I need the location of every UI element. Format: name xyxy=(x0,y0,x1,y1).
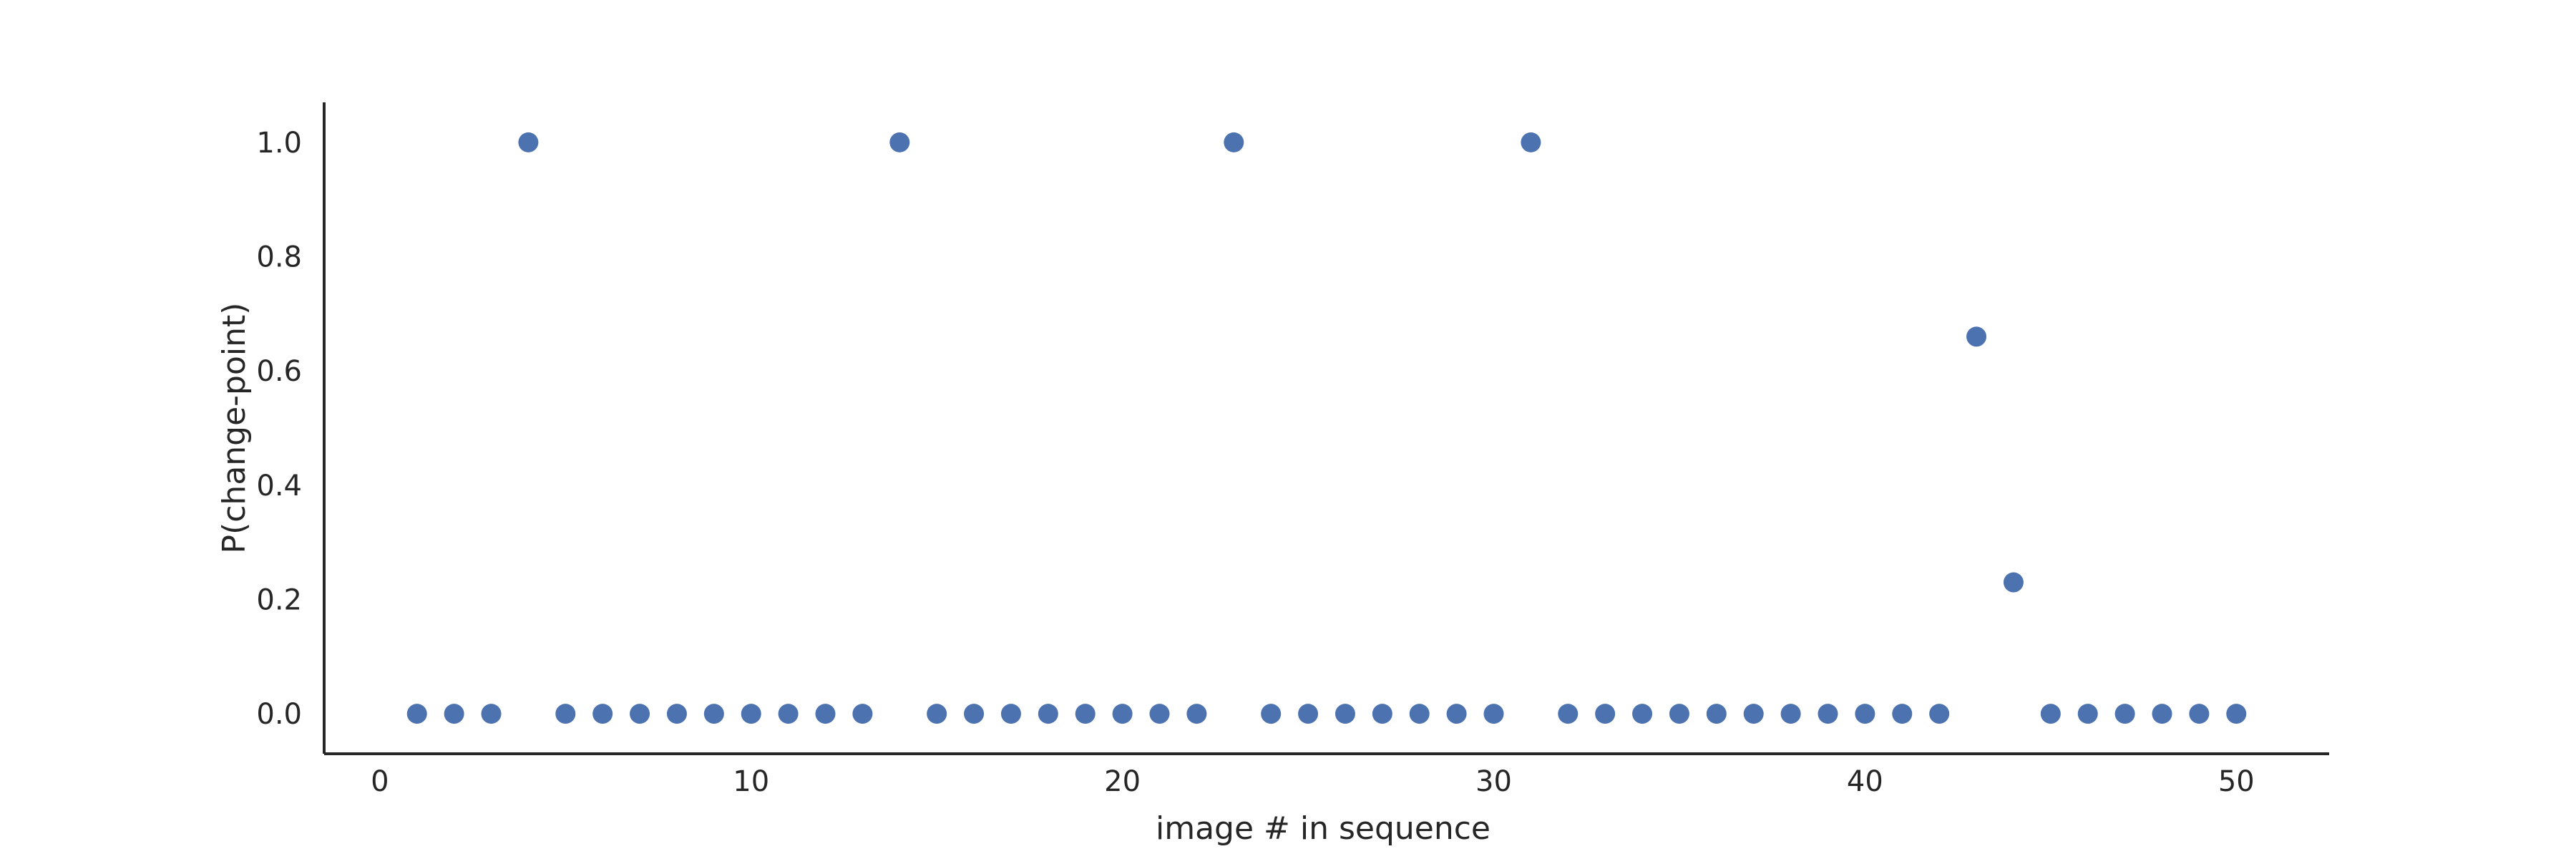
scatter-point xyxy=(1038,704,1058,724)
scatter-point xyxy=(1483,704,1504,724)
scatter-point xyxy=(703,704,724,724)
data-points xyxy=(406,132,2247,724)
y-tick-labels: 0.0 0.2 0.4 0.6 0.8 1.0 xyxy=(256,127,302,731)
scatter-point xyxy=(444,704,464,724)
scatter-point xyxy=(741,704,761,724)
scatter-point xyxy=(1372,704,1392,724)
scatter-point xyxy=(2114,704,2135,724)
scatter-point xyxy=(1112,704,1133,724)
scatter-point xyxy=(1149,704,1170,724)
y-tick-label: 1.0 xyxy=(256,127,302,160)
scatter-point xyxy=(406,704,427,724)
scatter-point xyxy=(852,704,873,724)
scatter-point xyxy=(1780,704,1801,724)
scatter-point xyxy=(666,704,687,724)
scatter-point xyxy=(1929,704,1950,724)
scatter-point xyxy=(927,704,947,724)
scatter-point xyxy=(1409,704,1430,724)
scatter-point xyxy=(2003,572,2024,593)
scatter-point xyxy=(1335,704,1355,724)
scatter-point xyxy=(518,132,539,152)
scatter-point xyxy=(1855,704,1875,724)
y-tick-label: 0.4 xyxy=(256,470,302,503)
scatter-point xyxy=(1632,704,1653,724)
scatter-point xyxy=(630,704,650,724)
scatter-point xyxy=(1966,326,1987,347)
scatter-point xyxy=(778,704,799,724)
scatter-point xyxy=(2077,704,2098,724)
scatter-point xyxy=(1818,704,1838,724)
x-tick-labels: 0 10 20 30 40 50 xyxy=(371,765,2255,798)
scatter-point xyxy=(889,132,910,152)
scatter-point xyxy=(1595,704,1616,724)
x-tick-label: 50 xyxy=(2218,765,2255,798)
scatter-point xyxy=(1706,704,1727,724)
x-tick-label: 30 xyxy=(1475,765,1512,798)
scatter-point xyxy=(1892,704,1913,724)
scatter-point xyxy=(1000,704,1021,724)
scatter-point xyxy=(2226,704,2247,724)
y-tick-label: 0.2 xyxy=(256,583,302,616)
scatter-point xyxy=(1261,704,1282,724)
scatter-point xyxy=(1521,132,1541,152)
scatter-point xyxy=(592,704,613,724)
y-tick-label: 0.0 xyxy=(256,698,302,731)
scatter-point xyxy=(964,704,985,724)
scatter-point xyxy=(1558,704,1579,724)
scatter-point xyxy=(815,704,836,724)
x-tick-label: 0 xyxy=(371,765,389,798)
x-tick-label: 40 xyxy=(1847,765,1883,798)
y-tick-label: 0.8 xyxy=(256,241,302,274)
scatter-point xyxy=(1446,704,1467,724)
scatter-point xyxy=(1298,704,1319,724)
scatter-point xyxy=(2040,704,2061,724)
scatter-point xyxy=(481,704,502,724)
y-tick-label: 0.6 xyxy=(256,355,302,388)
scatter-point xyxy=(2189,704,2210,724)
scatter-point xyxy=(1186,704,1207,724)
scatter-point xyxy=(555,704,576,724)
x-axis-label: image # in sequence xyxy=(1156,810,1491,847)
scatter-point xyxy=(1075,704,1096,724)
x-tick-label: 10 xyxy=(733,765,769,798)
scatter-point xyxy=(2152,704,2172,724)
scatter-point xyxy=(1669,704,1689,724)
scatter-point xyxy=(1224,132,1244,152)
y-axis-label: P(change-point) xyxy=(216,303,253,554)
x-tick-label: 20 xyxy=(1104,765,1141,798)
scatter-point xyxy=(1743,704,1764,724)
